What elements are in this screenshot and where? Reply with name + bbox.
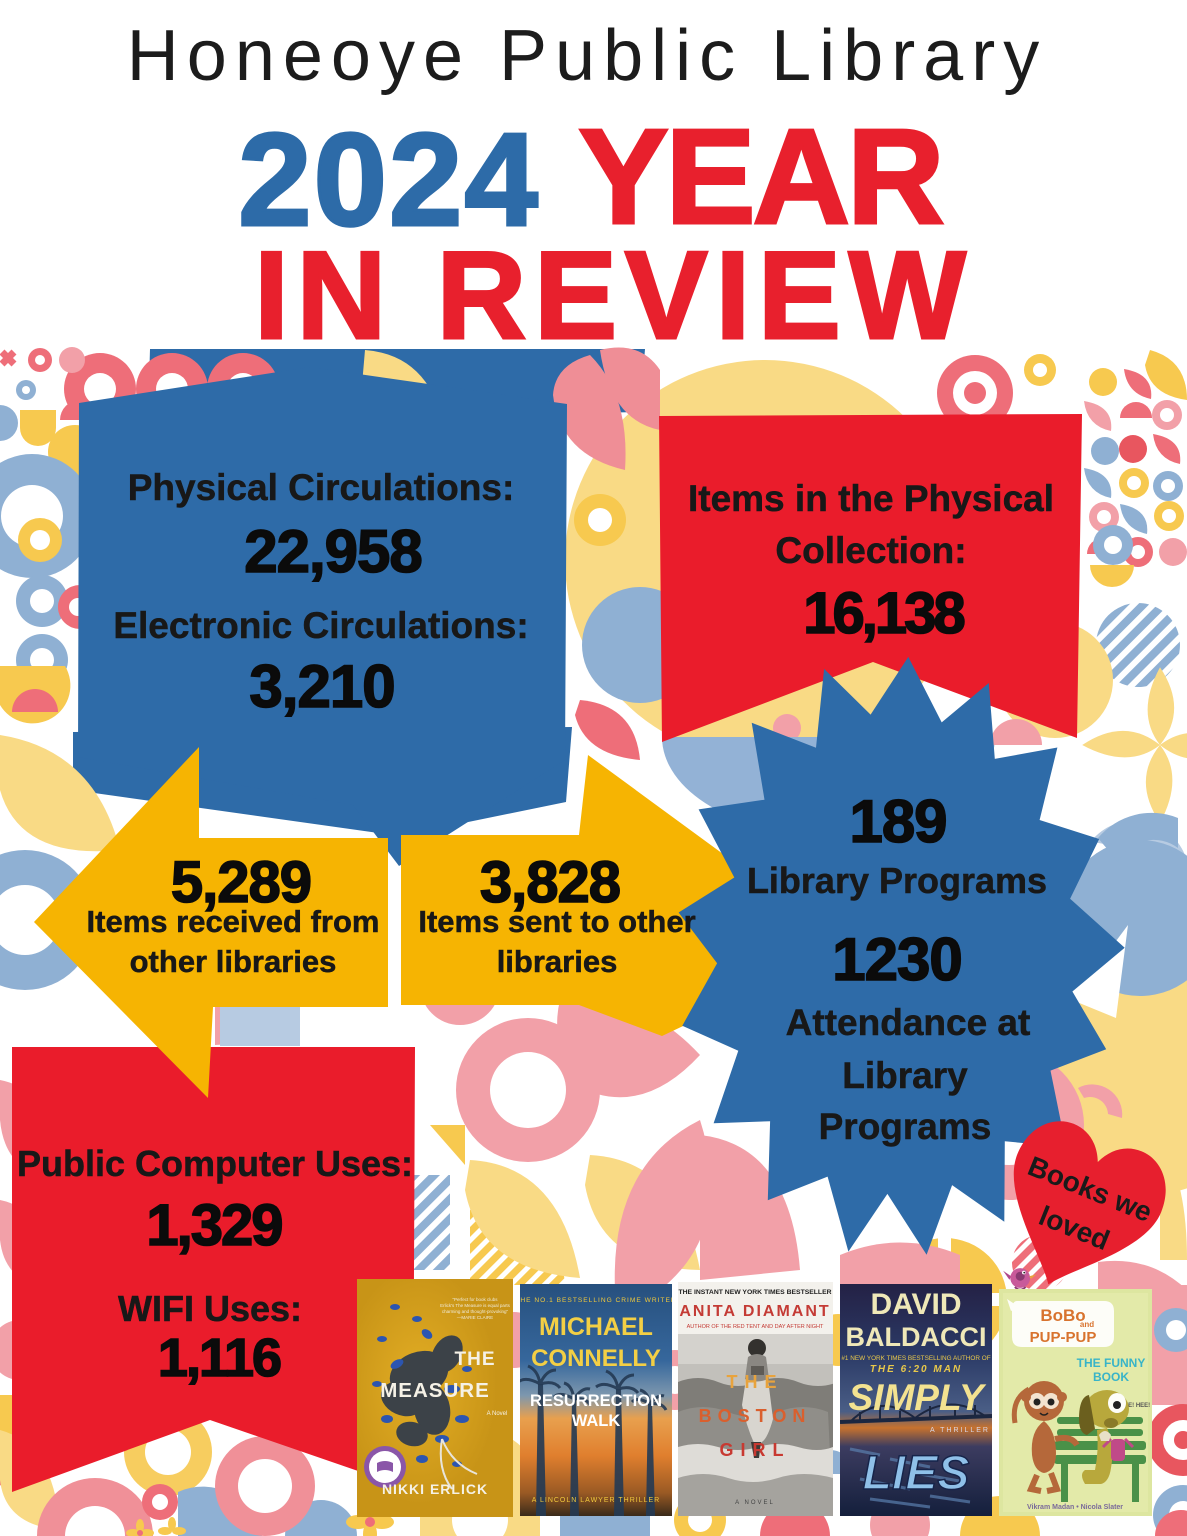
svg-text:THE 6:20 MAN: THE 6:20 MAN: [870, 1364, 962, 1375]
svg-text:CONNELLY: CONNELLY: [531, 1345, 661, 1372]
svg-text:THE FUNNY: THE FUNNY: [1077, 1356, 1146, 1370]
svg-text:LIES: LIES: [863, 1447, 970, 1500]
svg-text:THE: THE: [455, 1349, 496, 1370]
svg-text:"Perfect for book clubs: "Perfect for book clubs: [452, 1297, 498, 1302]
svg-text:A LINCOLN LAWYER THRILLER: A LINCOLN LAWYER THRILLER: [532, 1497, 660, 1504]
svg-text:HEE! HEE!: HEE! HEE!: [1120, 1403, 1150, 1409]
svg-text:ANITA DIAMANT: ANITA DIAMANT: [679, 1303, 830, 1320]
svg-text:GIRL: GIRL: [720, 1440, 791, 1460]
svg-text:A NOVEL: A NOVEL: [735, 1500, 775, 1506]
svg-text:BALDACCI: BALDACCI: [846, 1322, 987, 1352]
svg-text:#1 NEW YORK TIMES BESTSELLING: #1 NEW YORK TIMES BESTSELLING AUTHOR OF: [841, 1355, 990, 1362]
svg-text:MICHAEL: MICHAEL: [539, 1313, 653, 1341]
svg-text:AUTHOR OF THE RED TENT AND DAY: AUTHOR OF THE RED TENT AND DAY AFTER NIG…: [687, 1324, 824, 1330]
svg-text:BoBo: BoBo: [1040, 1306, 1085, 1325]
svg-text:A Novel: A Novel: [487, 1411, 508, 1417]
svg-text:THE INSTANT NEW YORK TIMES BES: THE INSTANT NEW YORK TIMES BESTSELLER: [678, 1289, 831, 1296]
svg-text:BOSTON: BOSTON: [699, 1406, 812, 1426]
svg-text:SIMPLY: SIMPLY: [849, 1377, 987, 1418]
svg-text:PUP-PUP: PUP-PUP: [1030, 1329, 1097, 1346]
svg-text:Erlick's The Measure is equal: Erlick's The Measure is equal parts: [440, 1303, 511, 1308]
svg-text:THE NO.1 BESTSELLING CRIME WRI: THE NO.1 BESTSELLING CRIME WRITER: [520, 1297, 672, 1304]
svg-text:MEASURE: MEASURE: [380, 1379, 490, 1402]
svg-text:Vikram Madan • Nicola Slater: Vikram Madan • Nicola Slater: [1027, 1504, 1123, 1511]
svg-text:WALK: WALK: [572, 1412, 621, 1430]
svg-text:—MARIE CLAIRE: —MARIE CLAIRE: [457, 1315, 493, 1320]
svg-text:and: and: [1080, 1320, 1094, 1329]
svg-text:NIKKI ERLICK: NIKKI ERLICK: [382, 1481, 488, 1497]
svg-text:BOOK: BOOK: [1093, 1370, 1129, 1384]
svg-text:charming and thought-provoking: charming and thought-provoking": [442, 1309, 509, 1314]
svg-text:DAVID: DAVID: [870, 1288, 961, 1321]
svg-text:RESURRECTION: RESURRECTION: [530, 1392, 662, 1410]
svg-text:A THRILLER: A THRILLER: [930, 1427, 990, 1434]
svg-text:THE: THE: [727, 1372, 784, 1392]
